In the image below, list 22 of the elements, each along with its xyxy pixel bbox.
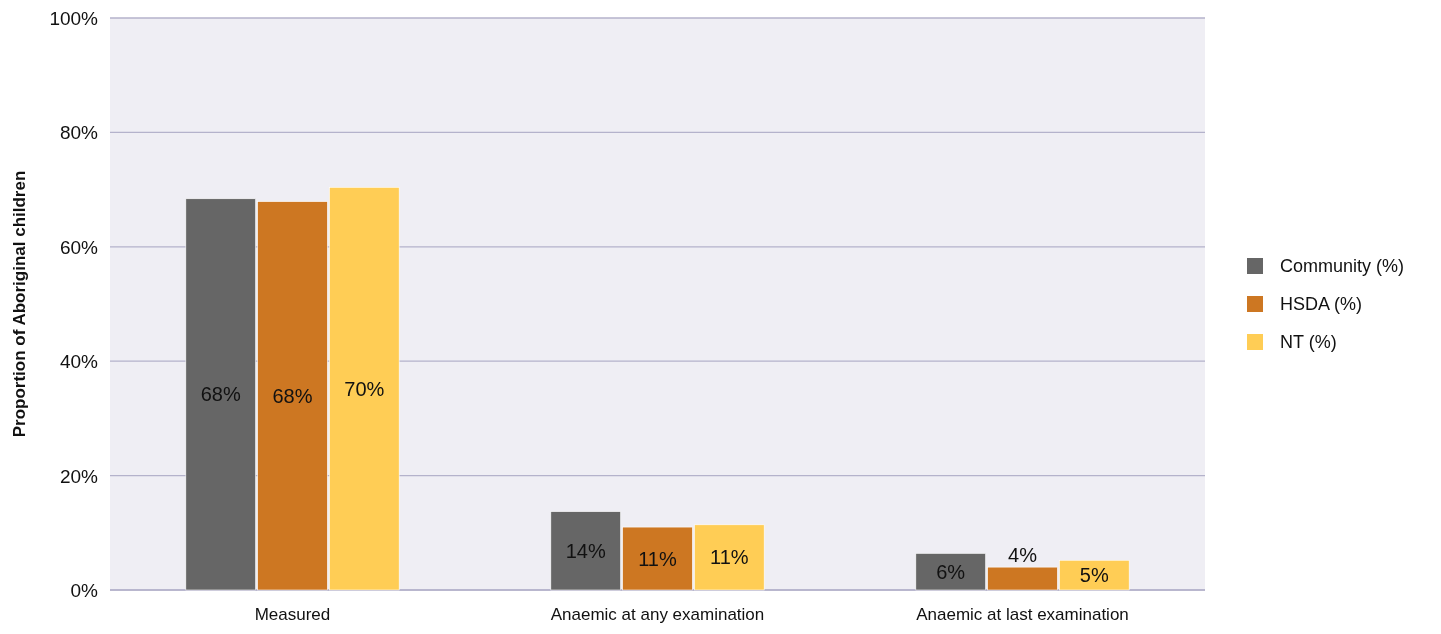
legend-label: NT (%) <box>1280 332 1337 352</box>
x-tick-label: Measured <box>254 604 331 624</box>
y-tick-label: 20% <box>59 465 99 487</box>
data-label: 68% <box>272 384 313 407</box>
x-tick-label: Anaemic at any examination <box>550 604 765 624</box>
data-label: 68% <box>200 383 241 406</box>
data-label: 11% <box>710 546 749 569</box>
y-tick-label: 40% <box>59 350 99 372</box>
x-tick-label: Anaemic at last examination <box>916 604 1129 624</box>
legend-label: HSDA (%) <box>1280 294 1363 314</box>
y-tick-label: 80% <box>59 121 99 143</box>
y-axis-title: Proportion of Aboriginal children <box>9 170 29 438</box>
data-label: 11% <box>638 547 677 570</box>
y-tick-label: 100% <box>49 7 99 29</box>
y-tick-label: 0% <box>70 579 99 601</box>
y-tick-label: 60% <box>59 236 99 258</box>
data-label: 14% <box>565 539 606 562</box>
data-label: 70% <box>344 377 385 400</box>
data-label: 6% <box>936 560 966 583</box>
data-label: 5% <box>1079 564 1109 587</box>
data-label: 4% <box>1008 544 1038 567</box>
legend-label: Community (%) <box>1280 256 1405 276</box>
